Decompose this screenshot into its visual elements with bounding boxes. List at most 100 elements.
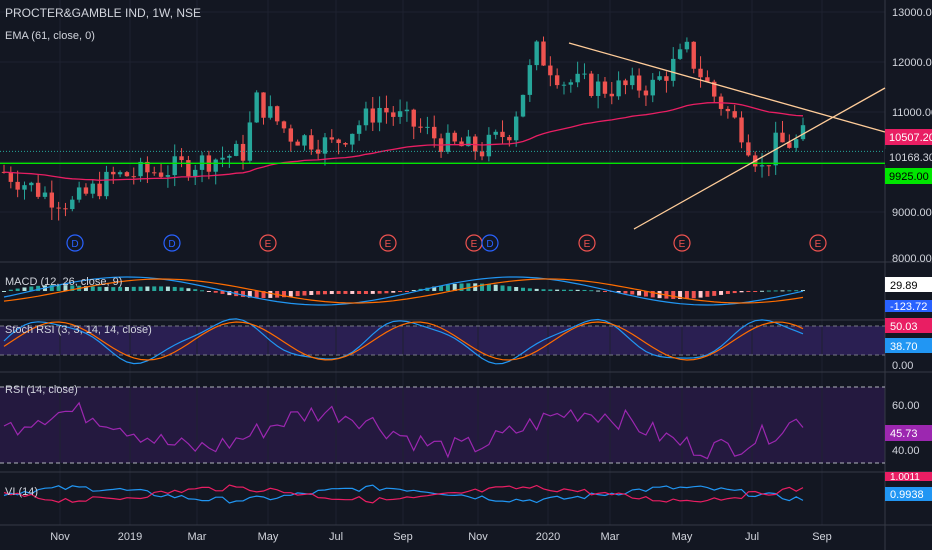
macd-bar — [391, 291, 396, 293]
candle-body — [787, 142, 792, 148]
rsi-line — [3, 401, 804, 460]
candle-body — [356, 125, 362, 134]
macd-bar — [49, 285, 54, 291]
macd-bar — [432, 286, 437, 291]
event-marker-label: D — [168, 239, 175, 250]
candle-body — [111, 171, 116, 175]
macd-bar — [794, 290, 799, 292]
candle-body — [527, 65, 533, 95]
macd-bar — [500, 285, 505, 291]
macd-bar — [145, 286, 150, 291]
candle-body — [322, 137, 328, 154]
macd-bar — [766, 290, 771, 292]
stoch-rsi-legend[interactable]: Stoch RSI (3, 3, 14, 14, close) — [5, 324, 152, 336]
macd-bar — [712, 291, 717, 296]
macd-bar — [111, 287, 116, 291]
ema-legend[interactable]: EMA (61, close, 0) — [5, 30, 95, 42]
rsi-badge — [885, 425, 932, 441]
macd-bar — [589, 290, 594, 292]
macd-bar — [268, 291, 273, 298]
macd-bar — [746, 291, 751, 292]
macd-bar — [247, 291, 252, 298]
candle-body — [459, 141, 464, 147]
symbol-title: PROCTER&GAMBLE IND, 1W, NSE — [5, 6, 202, 20]
vi-plus-badge — [885, 487, 932, 501]
macd-bar — [350, 291, 355, 294]
candle-body — [630, 75, 635, 86]
macd-bar — [575, 289, 580, 291]
candle-body — [507, 137, 512, 141]
macd-legend[interactable]: MACD (12, 26, close, 9) — [5, 276, 123, 288]
vi-legend[interactable]: VI (14) — [5, 486, 39, 498]
macd-bar — [241, 291, 246, 297]
price-badge-text: 10507.20 — [889, 132, 932, 144]
candle-body — [261, 92, 266, 118]
candle-body — [554, 75, 560, 86]
time-axis-tick: 2020 — [536, 531, 560, 543]
candle-body — [404, 109, 410, 112]
stoch-d-badge — [885, 318, 932, 333]
macd-bar — [561, 289, 566, 291]
candle-body — [391, 112, 396, 117]
candle-body — [691, 41, 696, 69]
trend-line-lower — [633, 87, 886, 230]
candle-body — [759, 165, 765, 167]
macd-bar — [329, 291, 334, 295]
candle-body — [650, 79, 655, 96]
macd-bar — [739, 291, 744, 293]
candle-body — [561, 84, 567, 86]
time-axis-tick: Sep — [812, 531, 832, 543]
candle-body — [616, 80, 621, 97]
macd-bar — [309, 291, 314, 295]
candle-body — [363, 108, 369, 126]
candle-body — [49, 192, 55, 208]
event-marker-label: D — [71, 239, 78, 250]
time-axis-tick: 2019 — [118, 531, 142, 543]
rsi-legend[interactable]: RSI (14, close) — [5, 384, 78, 396]
event-marker-label: E — [471, 239, 478, 250]
macd-bar — [165, 286, 170, 291]
candle-body — [8, 172, 14, 182]
macd-bar — [568, 289, 573, 291]
candle-body — [288, 128, 294, 142]
macd-bar — [760, 290, 765, 292]
macd-bar — [411, 289, 416, 291]
candle-body — [247, 122, 253, 161]
candle-body — [589, 73, 594, 96]
macd-signal-badge — [885, 300, 932, 312]
macd-bar — [678, 291, 683, 299]
stoch-d-badge-text: 50.03 — [890, 321, 918, 333]
macd-bar — [213, 291, 218, 293]
event-marker-icon — [66, 234, 84, 252]
macd-bar — [322, 291, 327, 295]
time-axis-tick: Mar — [601, 531, 620, 543]
candle-body — [186, 160, 191, 177]
candles — [1, 36, 806, 221]
candle-body — [486, 134, 492, 157]
candle-body — [732, 111, 737, 118]
price-badge — [885, 168, 932, 184]
macd-bar — [719, 291, 724, 295]
macd-bar — [698, 291, 703, 298]
candle-body — [657, 76, 662, 80]
macd-bar — [254, 291, 259, 298]
macd-bar — [152, 286, 157, 291]
macd-bar — [29, 286, 34, 291]
event-marker-icon — [673, 234, 691, 252]
macd-bar — [357, 291, 362, 295]
macd-bar — [691, 291, 696, 299]
price-badge-text: 10168.30 — [889, 152, 932, 164]
candle-body — [268, 106, 273, 118]
candle-body — [302, 135, 307, 146]
macd-histogram — [2, 283, 805, 299]
candle-body — [425, 126, 430, 128]
macd-bar — [118, 287, 123, 291]
candle-body — [117, 172, 123, 175]
time-axis-tick: Nov — [50, 531, 70, 543]
stoch-k-badge-text: 38.70 — [890, 341, 918, 353]
rsi-badge-text: 45.73 — [890, 428, 918, 440]
candle-body — [63, 208, 68, 210]
vi-plus-badge-text: 0.9938 — [890, 489, 924, 501]
